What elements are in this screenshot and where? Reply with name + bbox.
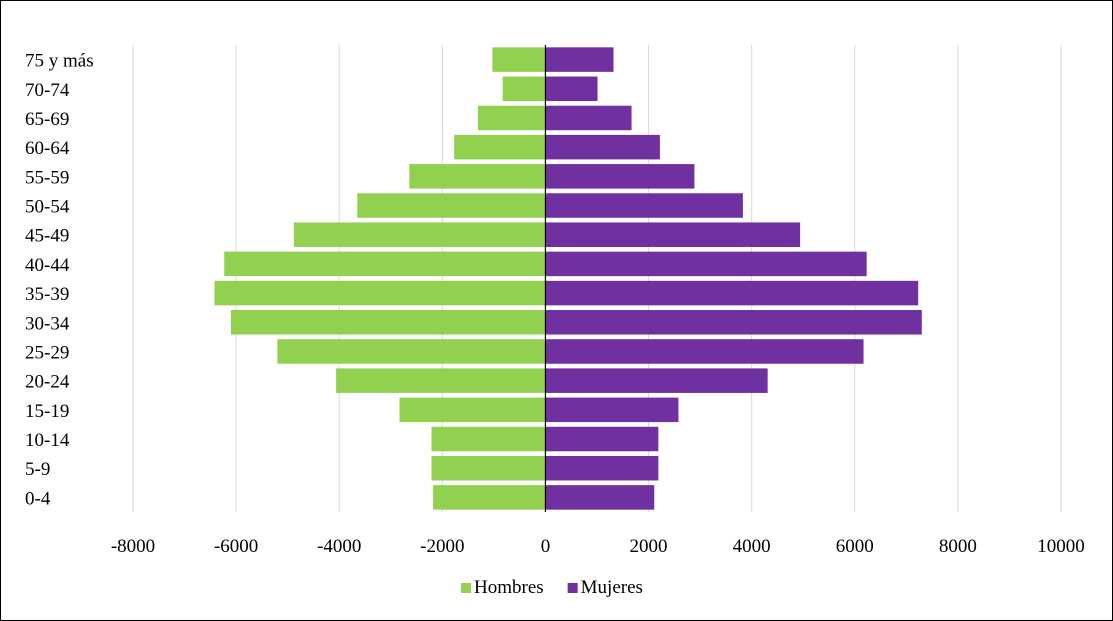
bar-hombres-60-64 [454, 134, 546, 160]
category-label: 40-44 [25, 255, 70, 276]
bar-mujeres-15-19 [545, 397, 679, 423]
bars [214, 47, 922, 510]
category-label: 25-29 [25, 342, 69, 363]
x-tick-label: -2000 [420, 536, 464, 557]
category-label: 35-39 [25, 284, 69, 305]
bar-hombres-35-39 [214, 280, 546, 306]
category-label: 30-34 [25, 313, 70, 334]
legend-swatch-hombres [461, 583, 471, 593]
category-label: 5-9 [25, 459, 50, 480]
category-label: 10-14 [25, 430, 70, 451]
bar-mujeres-75-y-más [545, 47, 614, 72]
x-tick-label: -4000 [317, 536, 361, 557]
x-tick-label: -8000 [111, 536, 155, 557]
bar-mujeres-45-49 [545, 222, 801, 247]
bar-mujeres-20-24 [545, 368, 768, 393]
category-label: 70-74 [25, 80, 70, 101]
gridlines [132, 45, 1062, 512]
legend-swatch-mujeres [567, 583, 578, 593]
bar-hombres-50-54 [357, 193, 546, 218]
x-tick-label: -6000 [214, 536, 258, 557]
x-tick-label: 6000 [836, 536, 874, 557]
x-tick-label: 4000 [733, 536, 771, 557]
bar-hombres-0-4 [433, 485, 546, 510]
category-label: 75 y más [25, 51, 94, 72]
bar-mujeres-0-4 [545, 485, 655, 510]
bar-hombres-40-44 [224, 251, 546, 277]
bar-hombres-5-9 [431, 455, 546, 481]
bar-mujeres-35-39 [545, 280, 919, 306]
bar-hombres-10-14 [431, 426, 546, 452]
x-tick-label: 0 [541, 536, 551, 557]
legend-label-hombres: Hombres [474, 577, 544, 598]
bar-mujeres-40-44 [545, 251, 867, 277]
bar-mujeres-10-14 [545, 426, 659, 452]
category-label: 20-24 [25, 372, 70, 393]
bar-mujeres-25-29 [545, 339, 864, 364]
category-label: 45-49 [25, 226, 69, 247]
category-label: 55-59 [25, 167, 69, 188]
bar-hombres-45-49 [293, 222, 546, 247]
bar-hombres-65-69 [477, 105, 546, 131]
bar-mujeres-5-9 [545, 455, 659, 481]
legend-label-mujeres: Mujeres [581, 577, 643, 598]
bar-hombres-55-59 [409, 164, 546, 189]
category-label: 65-69 [25, 109, 69, 130]
bar-hombres-70-74 [502, 76, 546, 102]
bar-hombres-15-19 [399, 397, 546, 423]
bar-hombres-75-y-más [492, 47, 546, 72]
bar-mujeres-50-54 [545, 193, 743, 218]
bar-mujeres-70-74 [545, 76, 598, 102]
bar-hombres-30-34 [230, 310, 546, 335]
bar-mujeres-30-34 [545, 310, 922, 335]
category-label: 50-54 [25, 197, 70, 218]
x-tick-label: 2000 [630, 536, 668, 557]
x-tick-label: 8000 [939, 536, 977, 557]
x-tick-label: 10000 [1037, 536, 1085, 557]
category-label: 60-64 [25, 138, 70, 159]
bar-mujeres-55-59 [545, 164, 695, 189]
category-label: 15-19 [25, 401, 69, 422]
bar-mujeres-60-64 [545, 134, 660, 160]
bar-hombres-25-29 [277, 339, 546, 364]
tick-labels: 0-4 5-9 10-14 15-19 20-24 25-29 30-34 35-39 40-4… [25, 51, 1085, 557]
bar-hombres-20-24 [336, 368, 546, 393]
legend: Hombres Mujeres [461, 577, 643, 598]
category-label: 0-4 [25, 488, 51, 509]
bar-mujeres-65-69 [545, 105, 632, 131]
